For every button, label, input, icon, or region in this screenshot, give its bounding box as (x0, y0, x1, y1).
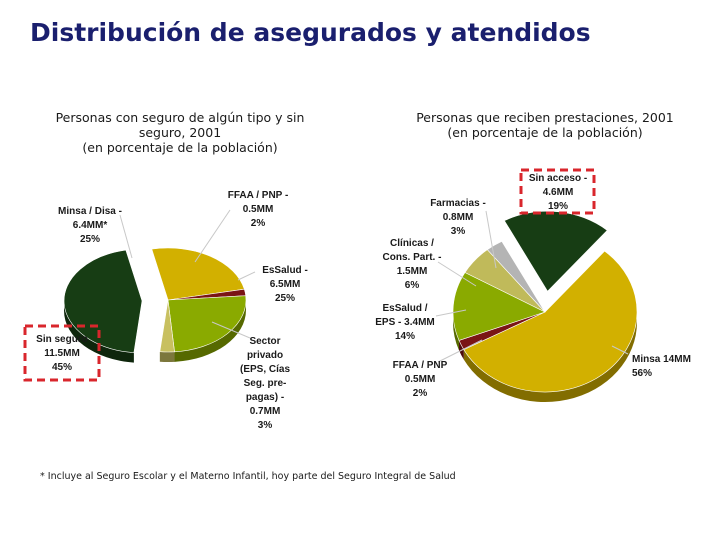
right-pie-slice-sinacceso (503, 210, 608, 292)
page-title: Distribución de asegurados y atendidos (30, 18, 591, 47)
right-chart-subtitle: Personas que reciben prestaciones, 2001 … (395, 110, 695, 140)
leader-farmacias-right (485, 210, 497, 269)
leader-clinicas-right (437, 261, 477, 287)
label-minsa-left: Minsa / Disa -6.4MM* 25% (58, 206, 122, 245)
leader-ffaa-right (437, 339, 483, 363)
label-sinacceso-right: Sin acceso -4.6MM 19% (529, 173, 587, 212)
leader-ffaa-left (194, 209, 231, 263)
left-pie-slice-privado (159, 299, 175, 353)
left-chart-title: Personas con seguro de algún tipo y sin … (55, 110, 305, 140)
left-pie-slice-essalud (167, 295, 247, 353)
label-ffaa-right: FFAA / PNP 0.5MM 2% (393, 360, 448, 399)
left-pie-slice-side-privado (159, 351, 175, 363)
label-essalud-left: EsSalud -6.5MM 25% (262, 265, 308, 304)
right-pie-slice-farmacias (486, 240, 546, 313)
leader-minsa-left (119, 214, 133, 259)
right-pie-slice-side-essalud (453, 312, 459, 351)
leader-essalud-right (435, 309, 467, 317)
left-pie-slice-minsa (151, 247, 245, 301)
left-chart-subtitle: Personas con seguro de algún tipo y sin … (40, 110, 320, 155)
right-pie-slice-minsa (463, 250, 638, 393)
right-pie-slice-essalud (452, 272, 546, 341)
label-privado-left: Sector privado (EPS, Cías Seg. pre-pagas) -… (240, 336, 290, 431)
left-pie-slice-side-essalud (174, 300, 246, 362)
right-chart-unit: (en porcentaje de la población) (447, 125, 643, 140)
leader-essalud-left (237, 271, 256, 281)
label-farmacias-right: Farmacias -0.8MM 3% (430, 198, 486, 237)
left-chart-unit: (en porcentaje de la población) (82, 140, 278, 155)
leader-minsa-right (611, 345, 629, 355)
label-ffaa-left: FFAA / PNP -0.5MM 2% (228, 190, 289, 229)
label-clinicas-right: Clínicas / Cons. Part. -1.5MM 6% (383, 238, 442, 291)
label-essalud-right: EsSalud / EPS - 3.4MM 14% (375, 303, 434, 342)
label-minsa-right: Minsa 14MM 56% (632, 354, 691, 379)
footnote: * Incluye al Seguro Escolar y el Materno… (40, 471, 456, 482)
label-sinseguro-left: Sin seguro 11.5MM 45% (36, 334, 88, 373)
right-chart-title: Personas que reciben prestaciones, 2001 (416, 110, 674, 125)
highlight-box-sin-acceso (519, 168, 596, 215)
leader-privado-left (211, 321, 251, 339)
highlight-box-sin-seguro (23, 324, 101, 382)
